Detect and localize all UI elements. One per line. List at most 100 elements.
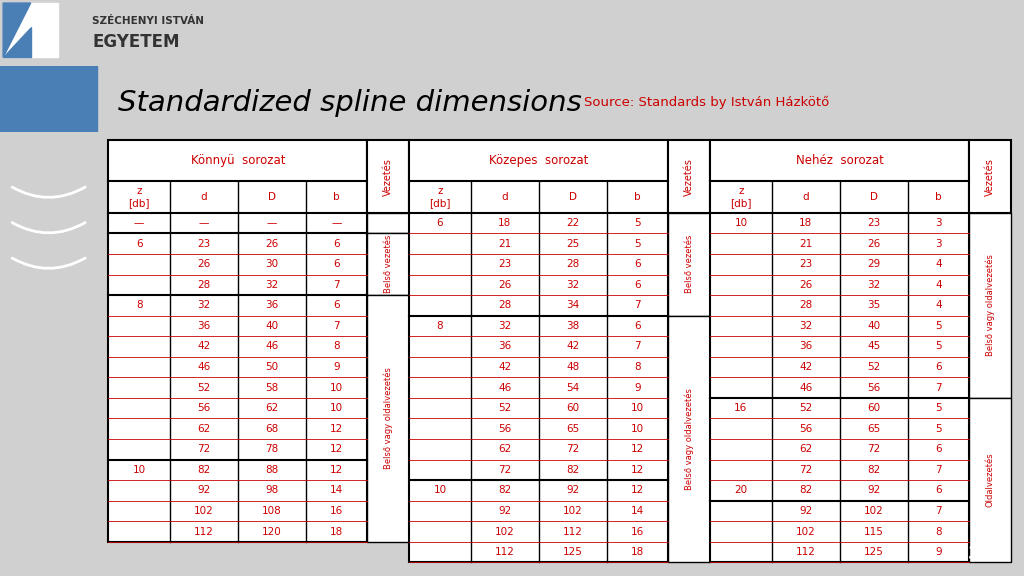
- Text: 26: 26: [867, 238, 881, 249]
- Text: 32: 32: [799, 321, 812, 331]
- Text: Vezetés: Vezetés: [985, 158, 995, 195]
- Bar: [669, 141, 711, 213]
- Text: 12: 12: [631, 465, 644, 475]
- Text: 21: 21: [799, 238, 812, 249]
- Text: 78: 78: [265, 444, 279, 454]
- Text: 42: 42: [498, 362, 511, 372]
- Text: 40: 40: [867, 321, 881, 331]
- FancyArrowPatch shape: [12, 222, 85, 233]
- Text: 46: 46: [799, 382, 812, 393]
- Text: 18: 18: [498, 218, 511, 228]
- Text: 5: 5: [935, 321, 942, 331]
- FancyArrowPatch shape: [12, 258, 85, 268]
- Text: 98: 98: [265, 486, 279, 495]
- Bar: [368, 233, 410, 295]
- Text: D: D: [870, 192, 878, 202]
- Text: 28: 28: [198, 280, 211, 290]
- Text: 14: 14: [330, 486, 343, 495]
- Text: 56: 56: [198, 403, 211, 413]
- Text: 108: 108: [262, 506, 282, 516]
- Text: 23: 23: [799, 259, 812, 269]
- FancyArrowPatch shape: [12, 187, 85, 198]
- Text: D: D: [268, 192, 276, 202]
- Text: 10: 10: [631, 424, 644, 434]
- Text: 42: 42: [566, 342, 580, 351]
- Text: Source: Standards by István Házkötő: Source: Standards by István Házkötő: [584, 96, 829, 109]
- Text: 40: 40: [265, 321, 279, 331]
- Text: 112: 112: [796, 547, 815, 557]
- Text: 92: 92: [867, 486, 881, 495]
- Text: 112: 112: [495, 547, 515, 557]
- Text: 54: 54: [566, 382, 580, 393]
- Text: 8: 8: [136, 300, 142, 310]
- Bar: [711, 141, 970, 562]
- Text: Oldalvezetés: Oldalvezetés: [986, 453, 994, 507]
- Text: 36: 36: [799, 342, 812, 351]
- Text: 4: 4: [935, 280, 942, 290]
- Text: 92: 92: [799, 506, 812, 516]
- Text: 8: 8: [635, 362, 641, 372]
- Text: 102: 102: [495, 526, 515, 536]
- Text: —: —: [267, 218, 278, 228]
- Text: 34: 34: [566, 300, 580, 310]
- Text: 102: 102: [864, 506, 884, 516]
- Text: 7: 7: [635, 300, 641, 310]
- Text: 52: 52: [498, 403, 511, 413]
- Text: 6: 6: [635, 280, 641, 290]
- Text: 46: 46: [198, 362, 211, 372]
- Text: 10: 10: [734, 218, 748, 228]
- Text: 82: 82: [566, 465, 580, 475]
- Text: Belső vezetés: Belső vezetés: [384, 235, 393, 293]
- Text: z
[db]: z [db]: [128, 186, 150, 208]
- Text: 38: 38: [968, 545, 993, 563]
- Text: 32: 32: [566, 280, 580, 290]
- Text: 36: 36: [498, 342, 511, 351]
- Bar: [970, 213, 1012, 398]
- Text: Nehéz  sorozat: Nehéz sorozat: [796, 154, 884, 167]
- Text: 65: 65: [867, 424, 881, 434]
- Text: 72: 72: [566, 444, 580, 454]
- Text: 4: 4: [935, 259, 942, 269]
- Text: 6: 6: [136, 238, 142, 249]
- Text: 32: 32: [265, 280, 279, 290]
- Text: 6: 6: [935, 362, 942, 372]
- Text: 58: 58: [265, 382, 279, 393]
- Text: 10: 10: [330, 403, 343, 413]
- Text: 5: 5: [935, 403, 942, 413]
- Bar: [368, 295, 410, 542]
- Text: 20: 20: [734, 486, 748, 495]
- Text: 35: 35: [867, 300, 881, 310]
- Text: 5: 5: [635, 238, 641, 249]
- Text: 82: 82: [799, 486, 812, 495]
- Text: 56: 56: [867, 382, 881, 393]
- Text: 10: 10: [631, 403, 644, 413]
- Text: 7: 7: [635, 342, 641, 351]
- Text: 72: 72: [867, 444, 881, 454]
- Text: 10: 10: [433, 486, 446, 495]
- Text: 72: 72: [198, 444, 211, 454]
- Text: 6: 6: [334, 300, 340, 310]
- Text: 46: 46: [265, 342, 279, 351]
- Bar: [3, 3, 58, 58]
- Text: Belső vagy oldalvezetés: Belső vagy oldalvezetés: [685, 388, 694, 490]
- Text: 3: 3: [935, 238, 942, 249]
- Text: 72: 72: [799, 465, 812, 475]
- Bar: [970, 141, 1012, 213]
- Text: 115: 115: [864, 526, 884, 536]
- Text: 8: 8: [334, 342, 340, 351]
- Text: d: d: [803, 192, 809, 202]
- Text: Vezetés: Vezetés: [684, 158, 694, 195]
- Text: Belső vagy oldalvezetés: Belső vagy oldalvezetés: [985, 255, 995, 357]
- Bar: [368, 141, 410, 213]
- Text: 25: 25: [566, 238, 580, 249]
- Text: b: b: [635, 192, 641, 202]
- Text: EGYETEM: EGYETEM: [92, 33, 179, 51]
- Text: d: d: [201, 192, 207, 202]
- Text: 7: 7: [334, 280, 340, 290]
- Bar: [109, 141, 368, 542]
- Text: 46: 46: [498, 382, 511, 393]
- Text: Közepes  sorozat: Közepes sorozat: [489, 154, 589, 167]
- Text: 92: 92: [198, 486, 211, 495]
- Text: 72: 72: [498, 465, 511, 475]
- Text: 12: 12: [330, 465, 343, 475]
